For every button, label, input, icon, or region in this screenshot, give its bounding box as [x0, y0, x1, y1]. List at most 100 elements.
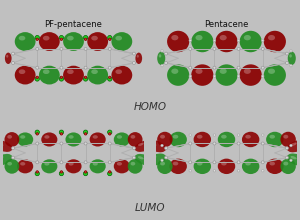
Ellipse shape — [19, 36, 26, 40]
Ellipse shape — [268, 69, 275, 74]
Circle shape — [133, 62, 135, 64]
Ellipse shape — [157, 51, 165, 65]
Ellipse shape — [287, 140, 300, 152]
Ellipse shape — [218, 159, 235, 174]
Ellipse shape — [7, 162, 12, 165]
Ellipse shape — [196, 35, 202, 40]
Ellipse shape — [135, 154, 153, 165]
Circle shape — [35, 35, 39, 40]
Ellipse shape — [167, 64, 189, 86]
Circle shape — [237, 48, 240, 50]
Circle shape — [165, 147, 167, 150]
Ellipse shape — [197, 135, 203, 139]
Ellipse shape — [245, 162, 251, 165]
Circle shape — [262, 170, 264, 172]
Circle shape — [165, 62, 167, 64]
Circle shape — [83, 171, 88, 176]
Ellipse shape — [221, 162, 227, 165]
Circle shape — [109, 133, 111, 135]
Ellipse shape — [87, 66, 108, 84]
Ellipse shape — [169, 159, 187, 174]
Ellipse shape — [171, 35, 178, 40]
Ellipse shape — [197, 162, 203, 165]
Ellipse shape — [244, 69, 251, 74]
Circle shape — [213, 134, 216, 136]
Circle shape — [35, 77, 39, 81]
Ellipse shape — [17, 132, 33, 147]
Ellipse shape — [41, 132, 57, 147]
Circle shape — [36, 66, 39, 69]
Ellipse shape — [135, 53, 142, 64]
Ellipse shape — [150, 156, 156, 159]
Ellipse shape — [215, 64, 238, 86]
Ellipse shape — [111, 66, 132, 84]
Circle shape — [108, 48, 111, 50]
Ellipse shape — [242, 132, 260, 147]
Ellipse shape — [44, 162, 50, 166]
Circle shape — [286, 147, 288, 150]
Circle shape — [12, 156, 14, 159]
Ellipse shape — [194, 132, 211, 147]
Circle shape — [60, 161, 63, 164]
Circle shape — [60, 76, 63, 79]
Ellipse shape — [5, 53, 12, 64]
Ellipse shape — [65, 132, 82, 147]
Ellipse shape — [287, 154, 300, 166]
Circle shape — [237, 134, 240, 136]
Ellipse shape — [191, 31, 213, 52]
Circle shape — [84, 48, 87, 50]
Circle shape — [286, 62, 288, 64]
Circle shape — [213, 142, 216, 145]
Ellipse shape — [283, 135, 288, 139]
Circle shape — [286, 52, 288, 55]
Circle shape — [108, 66, 111, 69]
Ellipse shape — [39, 32, 60, 51]
Circle shape — [213, 170, 216, 172]
Ellipse shape — [269, 162, 275, 165]
Ellipse shape — [147, 154, 166, 166]
Circle shape — [108, 171, 112, 176]
Circle shape — [189, 48, 192, 50]
Ellipse shape — [245, 135, 251, 139]
Circle shape — [189, 170, 191, 172]
Circle shape — [237, 161, 240, 164]
Ellipse shape — [0, 140, 12, 152]
Circle shape — [84, 161, 87, 164]
Ellipse shape — [128, 132, 142, 147]
Ellipse shape — [194, 159, 211, 174]
Ellipse shape — [288, 51, 296, 65]
Circle shape — [109, 38, 111, 40]
Circle shape — [290, 159, 292, 161]
Ellipse shape — [15, 66, 36, 84]
Ellipse shape — [90, 159, 106, 173]
Circle shape — [237, 75, 240, 77]
Ellipse shape — [114, 159, 130, 173]
Ellipse shape — [116, 36, 122, 40]
Circle shape — [261, 66, 264, 69]
Circle shape — [35, 171, 39, 176]
Circle shape — [165, 156, 167, 159]
Circle shape — [84, 133, 87, 135]
Circle shape — [12, 147, 14, 150]
Circle shape — [290, 64, 292, 67]
Ellipse shape — [91, 36, 98, 40]
Ellipse shape — [173, 162, 178, 165]
Ellipse shape — [93, 162, 98, 166]
Ellipse shape — [264, 31, 286, 52]
Ellipse shape — [68, 135, 74, 139]
Ellipse shape — [116, 69, 122, 74]
Circle shape — [262, 134, 264, 136]
Ellipse shape — [65, 159, 82, 173]
Ellipse shape — [266, 159, 284, 174]
Text: PF-pentacene: PF-pentacene — [45, 20, 102, 29]
Circle shape — [59, 77, 64, 81]
Text: LUMO: LUMO — [135, 203, 165, 213]
Ellipse shape — [220, 35, 227, 40]
Ellipse shape — [15, 32, 36, 51]
Circle shape — [108, 161, 111, 164]
Ellipse shape — [264, 64, 286, 86]
Ellipse shape — [128, 159, 142, 174]
Ellipse shape — [167, 31, 189, 52]
Ellipse shape — [67, 69, 74, 74]
Circle shape — [83, 77, 88, 81]
